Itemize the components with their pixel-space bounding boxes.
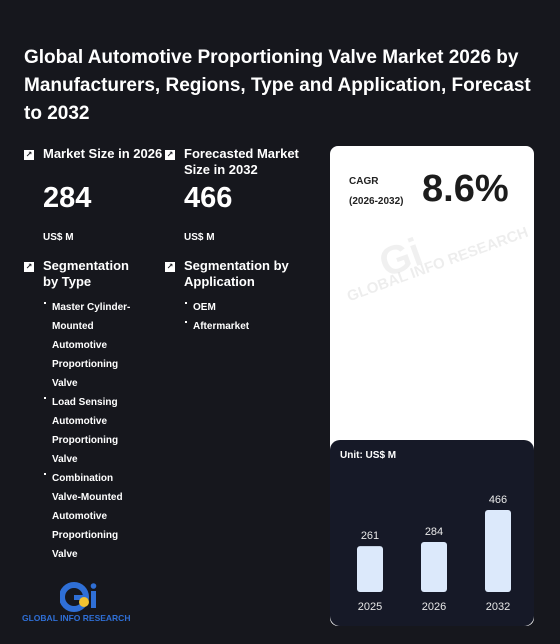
forecast-size-metric: ↗ Forecasted Market Size in 2032 466 US$… — [165, 146, 325, 256]
market-size-unit: US$ M — [43, 232, 74, 243]
x-tick-label: 2032 — [486, 601, 510, 613]
market-size-metric: ↗ Market Size in 2026 284 US$ M — [24, 146, 164, 256]
list-item: Load Sensing Automotive Proportioning Va… — [44, 393, 142, 469]
bar-chart: 261 2025 284 2026 466 2032 — [357, 494, 511, 613]
list-item: Combination Valve-Mounted Automotive Pro… — [44, 469, 142, 564]
watermark: GLOBAL INFO RESEARCH — [344, 223, 531, 306]
market-size-label: Market Size in 2026 — [43, 146, 163, 161]
bar-value-label: 284 — [425, 526, 443, 538]
company-logo: GLOBAL INFO RESEARCH — [22, 582, 142, 626]
bar-value-label: 261 — [361, 530, 379, 542]
page-title: Global Automotive Proportioning Valve Ma… — [24, 47, 531, 124]
cagr-label: CAGR (2026-2032) — [349, 172, 403, 212]
arrow-up-right-icon: ↗ — [24, 150, 34, 160]
cagr-card: CAGR (2026-2032) 8.6% GLOBAL INFO RESEAR… — [330, 146, 534, 626]
forecast-size-unit: US$ M — [184, 232, 215, 243]
forecast-size-value: 466 — [184, 182, 233, 214]
arrow-up-right-icon: ↗ — [24, 262, 34, 272]
bar-2026 — [421, 542, 447, 592]
arrow-up-right-icon: ↗ — [165, 150, 175, 160]
segmentation-type: ↗ Segmentation by Type Master Cylinder-M… — [24, 258, 164, 578]
chart-panel: Unit: US$ M 261 2025 284 2026 466 2032 — [330, 440, 534, 626]
segmentation-application-label: Segmentation by Application — [184, 258, 289, 289]
cagr-value: 8.6% — [422, 168, 509, 210]
list-item: Master Cylinder-Mounted Automotive Propo… — [44, 298, 142, 393]
logo-text: GLOBAL INFO RESEARCH — [22, 613, 131, 623]
segmentation-application-list: OEM Aftermarket — [185, 298, 305, 336]
bar-value-label: 466 — [489, 494, 507, 506]
segmentation-type-label: Segmentation by Type — [43, 258, 129, 289]
bar-2032 — [485, 510, 511, 592]
market-size-value: 284 — [43, 182, 92, 214]
segmentation-type-list: Master Cylinder-Mounted Automotive Propo… — [44, 298, 142, 564]
x-tick-label: 2025 — [358, 601, 382, 613]
arrow-up-right-icon: ↗ — [165, 262, 175, 272]
cagr-title: CAGR — [349, 176, 379, 187]
segmentation-application: ↗ Segmentation by Application OEM Afterm… — [165, 258, 315, 358]
x-tick-label: 2026 — [422, 601, 446, 613]
forecast-size-label: Forecasted Market Size in 2032 — [184, 146, 299, 177]
bar-2025 — [357, 546, 383, 592]
cagr-period: (2026-2032) — [349, 196, 404, 207]
chart-unit-label: Unit: US$ M — [340, 450, 397, 461]
list-item: OEM — [185, 298, 305, 317]
list-item: Aftermarket — [185, 317, 305, 336]
gi-logo-icon — [60, 582, 97, 612]
